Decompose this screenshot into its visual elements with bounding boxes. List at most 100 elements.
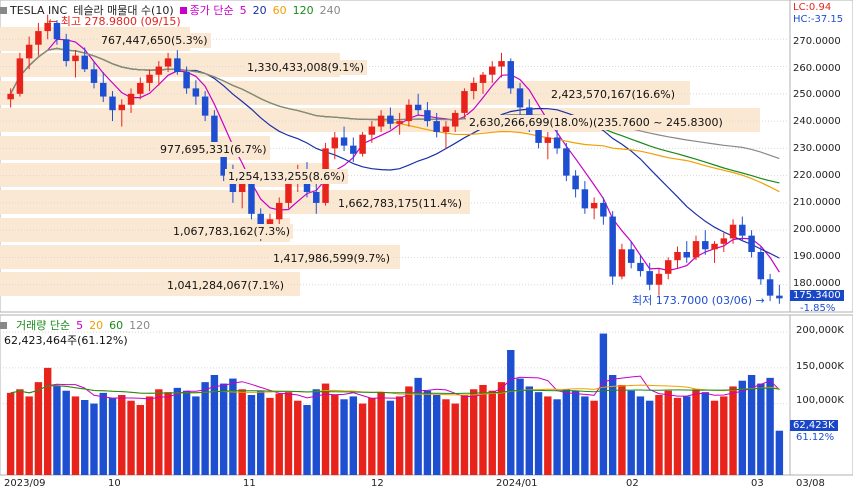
candle-body — [618, 249, 626, 277]
volume-bar — [608, 375, 617, 475]
volume-bar — [442, 399, 450, 475]
price-legend: TESLA INC 테슬라 매물대 수(10) 종가 단순 5 20 60 12… — [0, 2, 341, 18]
volume-bar — [405, 386, 413, 475]
candle-body — [507, 61, 515, 89]
volume-bar — [192, 396, 200, 475]
candle-body — [100, 82, 107, 97]
turnover-label: 테슬라 매물대 수(10) — [73, 4, 174, 17]
legend-turnover[interactable]: 테슬라 매물대 수(10) — [73, 2, 173, 18]
volume-bar — [479, 385, 487, 475]
volume-bar — [266, 397, 274, 475]
volume-bar — [766, 377, 774, 475]
candle-body — [127, 93, 135, 105]
candle-body — [479, 74, 487, 83]
volume-bar — [525, 386, 534, 475]
candle-body — [433, 121, 440, 132]
candle-body — [377, 115, 385, 127]
volume-bar — [710, 400, 719, 475]
candle-body — [257, 213, 264, 231]
volume-bar — [62, 390, 70, 475]
candle-body — [7, 93, 14, 100]
price-tick: 180.0000 — [793, 278, 841, 289]
high-text: 최고 278.9800 (09/15) — [60, 15, 181, 28]
volume-bar — [377, 392, 385, 475]
candle-body — [350, 145, 357, 154]
volume-bar — [414, 377, 422, 475]
lc-value: LC:0.94 — [793, 2, 832, 13]
candle-body — [516, 88, 524, 108]
candle-body — [164, 58, 172, 67]
ma-line — [10, 38, 780, 273]
volume-title[interactable]: 거래량 단순 — [16, 319, 71, 332]
volume-bar — [599, 333, 608, 475]
volume-bar — [127, 400, 135, 475]
candle-body — [461, 91, 468, 113]
volume-bar — [43, 367, 52, 475]
ma-60[interactable]: 60 — [272, 3, 287, 17]
ma-240[interactable]: 240 — [319, 3, 341, 17]
volume-bar — [155, 389, 163, 475]
x-tick: 03 — [751, 478, 764, 489]
volume-axis-bg — [789, 314, 853, 476]
candle-body — [72, 55, 79, 62]
volume-bar — [108, 397, 117, 475]
vol-ma-120[interactable]: 120 — [129, 318, 151, 332]
volume-bar — [256, 390, 265, 475]
volume-tick: 200,000K — [796, 325, 844, 336]
volume-bar — [757, 383, 765, 475]
legend-ma[interactable]: 종가 단순 — [179, 2, 234, 18]
candle-body — [192, 88, 200, 97]
candle-body — [470, 82, 477, 92]
volume-bar — [590, 400, 598, 475]
volume-bars — [6, 333, 784, 475]
candle-body — [211, 115, 218, 149]
candle-body — [35, 31, 42, 45]
moving-averages — [10, 38, 780, 273]
candle-body — [201, 96, 209, 116]
volume-legend: 거래량 단순 5 20 60 120 — [0, 317, 150, 333]
volume-bar — [136, 405, 145, 475]
volume-pct: 61.12% — [796, 432, 835, 443]
x-tick: 12 — [371, 478, 384, 489]
x-tick: 2023/09 — [4, 478, 46, 489]
volume-bar — [395, 396, 404, 475]
candle-body — [674, 252, 681, 261]
volume-bar — [636, 396, 645, 475]
candle-body — [174, 58, 181, 72]
volume-moving-averages — [10, 375, 780, 400]
volume-bar — [562, 389, 571, 475]
volume-bar — [16, 389, 24, 475]
turnover-callout: 1,417,986,599(9.7%) — [270, 251, 394, 266]
candle-body — [313, 192, 320, 203]
ma-120[interactable]: 120 — [292, 3, 314, 17]
candle-body — [405, 104, 413, 122]
turnover-callout: 1,330,433,008(9.1%) — [244, 60, 368, 75]
turnover-callout: 1,067,783,162(7.3%) — [170, 224, 294, 239]
high-annotation: ← 최고 278.9800 (09/15) — [48, 15, 181, 28]
ma-20[interactable]: 20 — [252, 3, 267, 17]
candle-body — [563, 148, 570, 176]
vol-ma-20[interactable]: 20 — [89, 318, 104, 332]
candle-body — [711, 243, 718, 250]
price-axis-bg — [789, 0, 853, 313]
turnover-callout: 1,254,133,255(8.6%) — [225, 169, 349, 184]
price-tick: 190.0000 — [793, 251, 841, 262]
legend-symbol[interactable]: TESLA INC — [0, 4, 67, 17]
volume-bar — [25, 396, 33, 475]
vol-ma-60[interactable]: 60 — [109, 318, 124, 332]
ma-5[interactable]: 5 — [239, 3, 247, 17]
ma-label: 종가 단순 — [189, 4, 234, 17]
vol-ma-5[interactable]: 5 — [76, 318, 84, 332]
volume-tick: 100,000K — [796, 395, 844, 406]
candle-body — [238, 183, 246, 192]
price-tick: 250.0000 — [793, 89, 841, 100]
volume-bar — [720, 396, 728, 475]
volume-bar — [275, 393, 283, 475]
candle-body — [572, 175, 579, 190]
candle-body — [637, 262, 644, 272]
candle-body — [220, 148, 227, 176]
volume-bar — [81, 400, 89, 475]
volume-bar — [99, 392, 107, 475]
candle-body — [581, 189, 589, 209]
